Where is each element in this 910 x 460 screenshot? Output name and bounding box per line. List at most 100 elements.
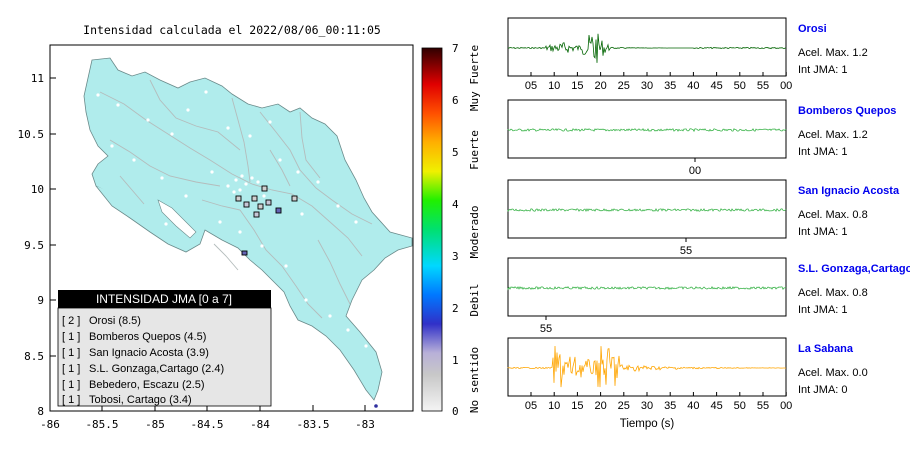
legend-body [57,307,272,407]
trace-tick-label: 25 [618,80,630,92]
trace-tick-label: 55 [757,400,769,412]
legend-station: Orosi (8.5) [89,315,141,327]
colorbar-gradient [421,47,443,412]
colorbar-label: Moderado [468,206,481,259]
trace-tick-label: 35 [664,80,676,92]
map-y-tick: 10.5 [18,128,45,141]
trace-tick-label: 55 [680,245,692,257]
map-y-tick: 9.5 [24,239,44,252]
legend-station: S.L. Gonzaga,Cartago (2.4) [89,363,224,375]
trace-tick-label: 40 [687,400,699,412]
station-intensity: Int JMA: 1 [798,64,848,76]
map-x-tick: -85.5 [85,418,118,431]
station-intensity: Int JMA: 1 [798,304,848,316]
trace-tick-label: 30 [641,400,653,412]
colorbar-tick: 0 [452,405,459,418]
trace-tick-label: 35 [664,400,676,412]
map-y-tick: 11 [31,72,44,85]
trace-tick-label: 55 [540,323,552,335]
colorbar-label: No sentido [468,347,481,413]
trace-tick-label: 00 [780,80,792,92]
map-y-axis: 11 10.5 10 9.5 9 8.5 8 [18,72,56,418]
map-title: Intensidad calculada el 2022/08/06_00:11… [83,23,381,37]
legend-intensity: [ 1 ] [62,331,80,343]
seismogram-trace-panel: 00 Bomberos Quepos Acel. Max. 1.2 Int JMA: … [507,99,896,177]
trace-tick-label: 40 [687,80,699,92]
station-intensity: Int JMA: 0 [798,384,848,396]
station-accel: Acel. Max. 0.8 [798,209,868,221]
epicenter-marker [374,404,378,408]
waveform-line [507,208,787,213]
trace-tick-label: 05 [525,80,537,92]
station-accel: Acel. Max. 1.2 [798,47,868,59]
map-x-tick: -86 [40,418,60,431]
trace-tick-label: 45 [710,400,722,412]
legend-station: Bebedero, Escazu (2.5) [89,379,205,391]
station-name: Bomberos Quepos [798,105,896,117]
trace-tick-label: 15 [571,400,583,412]
legend-title: INTENSIDAD JMA [0 a 7] [96,292,232,306]
trace-tick-label: 00 [780,400,792,412]
map-x-tick: -84 [250,418,270,431]
seismogram-xlabel: Tiempo (s) [620,418,675,430]
legend-intensity: [ 1 ] [62,363,80,375]
legend-intensity: [ 1 ] [62,394,80,406]
legend-intensity: [ 2 ] [62,315,80,327]
map-y-tick: 9 [37,294,44,307]
colorbar-tick: 5 [452,146,459,159]
station-accel: Acel. Max. 1.2 [798,129,868,141]
legend-intensity: [ 1 ] [62,347,80,359]
seismogram-panel: 05 10 15 20 25 30 35 40 45 50 55 00 Orosi Acel. Max. … [507,17,910,412]
map-x-tick: -83 [355,418,375,431]
station-name: S.L. Gonzaga,Cartago [798,263,910,275]
trace-tick-label: 25 [618,400,630,412]
seismogram-trace-panel: 05 10 15 20 25 30 35 40 45 50 55 00 Orosi Acel. Max. … [507,17,868,92]
station-name: San Ignacio Acosta [798,185,900,197]
colorbar-tick: 1 [452,354,459,367]
map-x-axis: -86 -85.5 -85 -84.5 -84 -83.5 -83 [40,405,375,431]
trace-frame [507,257,787,317]
trace-tick-label: 15 [571,80,583,92]
legend-station: San Ignacio Acosta (3.9) [89,347,209,359]
trace-tick-label: 05 [525,400,537,412]
station-name: Orosi [798,23,827,35]
intensity-legend: INTENSIDAD JMA [0 a 7] [ 2 ] Orosi (8.5)… [57,290,272,407]
station-intensity: Int JMA: 1 [798,226,848,238]
trace-tick-label: 30 [641,80,653,92]
colorbar-label: Debil [468,283,481,316]
trace-tick-label: 50 [734,400,746,412]
waveform-line [507,128,787,133]
colorbar-label: Muy Fuerte [468,45,481,111]
trace-tick-label: 45 [710,80,722,92]
trace-tick-label: 50 [734,80,746,92]
seismogram-trace-panel: 55 S.L. Gonzaga,Cartago Acel. Max. 0.8 Int … [507,257,910,335]
trace-tick-label: 10 [548,400,560,412]
map-x-tick: -84.5 [190,418,223,431]
legend-station: Bomberos Quepos (4.5) [89,331,206,343]
map-panel: Intensidad calculada el 2022/08/06_00:11… [18,23,414,431]
map-x-tick: -83.5 [296,418,329,431]
map-x-tick: -85 [145,418,165,431]
intensity-markers [235,185,298,256]
legend-station: Tobosi, Cartago (3.4) [89,394,192,406]
trace-tick-label: 00 [689,165,701,177]
station-intensity: Int JMA: 1 [798,146,848,158]
intensity-colorbar: 7 6 5 4 3 2 1 0 Muy Fuerte Fuerte Modera… [421,42,481,418]
seismogram-trace-panel: 05 10 15 20 25 30 35 40 45 50 55 00 La Sabana Acel. M… [507,337,868,412]
trace-tick-label: 20 [594,80,606,92]
map-y-tick: 8.5 [24,350,44,363]
map-frame [49,44,414,412]
waveform-line [507,33,787,63]
colorbar-tick: 3 [452,250,459,263]
map-y-tick: 10 [31,183,44,196]
trace-frame [507,17,787,77]
waveform-line [507,345,787,388]
trace-tick-label: 55 [757,80,769,92]
colorbar-tick: 2 [452,302,459,315]
colorbar-tick: 6 [452,94,459,107]
seismogram-trace-panel: 55 San Ignacio Acosta Acel. Max. 0.8 Int JM… [507,179,900,257]
waveform-line [507,285,787,291]
road-network [99,79,373,319]
colorbar-tick: 4 [452,198,459,211]
